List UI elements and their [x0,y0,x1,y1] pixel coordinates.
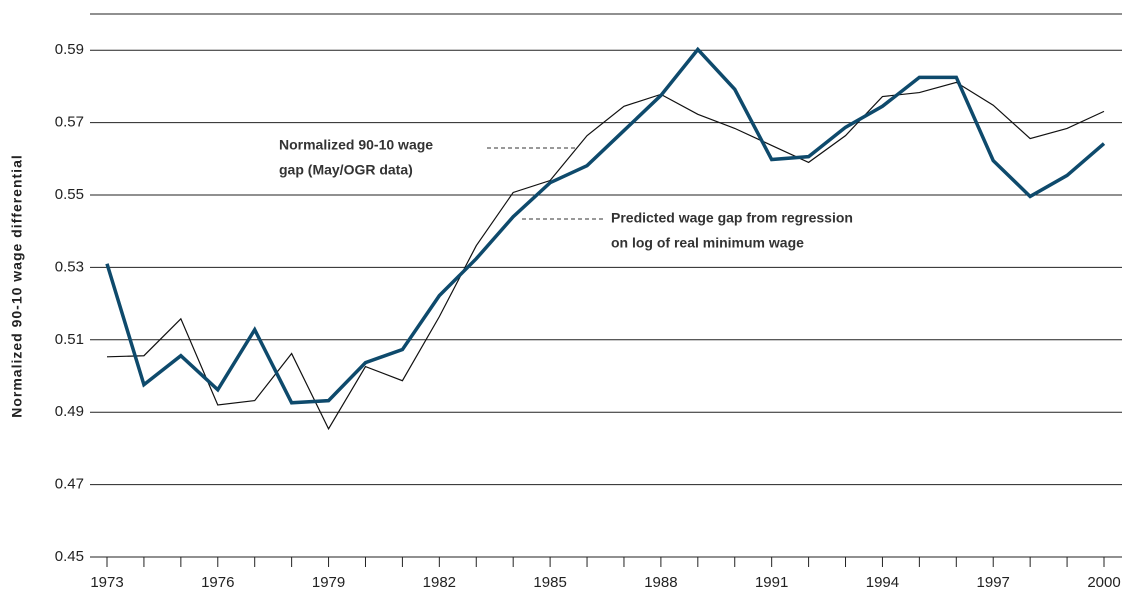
annotation-text: on log of real minimum wage [611,235,804,251]
x-tick-label: 1985 [533,574,566,591]
x-tick-label: 1976 [201,574,234,591]
y-axis-label: Normalized 90-10 wage differential [9,154,25,418]
annotation-text: gap (May/OGR data) [279,162,413,178]
y-tick-label: 0.51 [55,331,84,348]
annotation-text: Normalized 90-10 wage [279,137,433,153]
y-tick-label: 0.53 [55,258,84,275]
y-tick-label: 0.49 [55,403,84,420]
series-line [106,81,1105,431]
y-tick-label: 0.57 [55,114,84,131]
y-tick-label: 0.55 [55,186,84,203]
x-tick-label: 1979 [312,574,345,591]
y-tick-label: 0.45 [55,548,84,565]
x-tick-label: 1991 [755,574,788,591]
x-tick-label: 1994 [866,574,899,591]
x-tick-label: 1997 [977,574,1010,591]
annotation-text: Predicted wage gap from regression [611,210,853,226]
y-tick-label: 0.59 [55,41,84,58]
x-tick-label: 1973 [90,574,123,591]
x-tick-label: 1982 [423,574,456,591]
y-tick-label: 0.47 [55,476,84,493]
x-tick-label: 1988 [644,574,677,591]
series-line [105,46,1106,405]
x-tick-label: 2000 [1087,574,1120,591]
